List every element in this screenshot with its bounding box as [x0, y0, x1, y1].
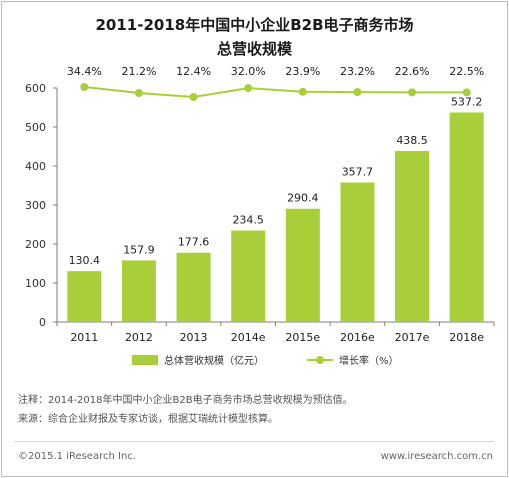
- y-tick-label: 0: [39, 316, 46, 329]
- growth-point: [353, 88, 362, 97]
- growth-value-label: 22.6%: [395, 65, 430, 78]
- bar-value-label: 177.6: [178, 236, 210, 249]
- growth-value-label: 34.4%: [67, 65, 102, 78]
- note-source: 来源：综合企业财报及专家访谈，根据艾瑞统计模型核算。: [18, 414, 278, 425]
- y-tick-label: 300: [25, 199, 46, 212]
- growth-point: [80, 83, 89, 91]
- x-tick-label: 2013: [180, 331, 208, 344]
- bar-value-label: 157.9: [123, 243, 155, 256]
- legend-bar-swatch: [132, 354, 158, 365]
- x-tick-label: 2018e: [449, 331, 484, 344]
- legend-label-revenue: 总体营收规模（亿元）: [164, 356, 264, 367]
- bar: [231, 230, 266, 322]
- note-estimate: 注释：2014-2018年中国中小企业B2B电子商务市场总营收规模为预估值。: [18, 395, 353, 406]
- chart-title: 2011-2018年中国中小企业B2B电子商务市场: [95, 16, 414, 34]
- legend-line-swatch: [307, 355, 333, 365]
- x-tick-label: 2015e: [285, 331, 320, 344]
- legend: 总体营收规模（亿元） 增长率（%）: [0, 352, 509, 370]
- bar-value-label: 290.4: [287, 192, 319, 205]
- x-tick-label: 2017e: [395, 331, 430, 344]
- growth-point: [408, 88, 417, 97]
- growth-value-label: 12.4%: [176, 65, 211, 78]
- bar: [395, 150, 430, 322]
- growth-value-label: 23.2%: [340, 65, 375, 78]
- bar: [340, 182, 375, 322]
- bar: [449, 112, 484, 322]
- bar-value-label: 537.2: [451, 95, 483, 108]
- bar-value-label: 130.4: [69, 254, 101, 267]
- bar: [285, 208, 320, 322]
- x-tick-label: 2016e: [340, 331, 375, 344]
- y-tick-label: 500: [25, 121, 46, 134]
- growth-value-label: 21.2%: [121, 65, 156, 78]
- growth-point: [462, 88, 471, 97]
- y-tick-label: 600: [25, 82, 46, 95]
- growth-value-label: 22.5%: [449, 65, 484, 78]
- footer-website: www.iresearch.com.cn: [380, 451, 493, 462]
- y-tick-label: 200: [25, 238, 46, 251]
- bar-value-label: 438.5: [396, 134, 428, 147]
- y-tick-label: 100: [25, 277, 46, 290]
- chart-subtitle: 总营收规模: [216, 40, 292, 58]
- footer-divider: [14, 441, 494, 442]
- growth-value-label: 32.0%: [231, 65, 266, 78]
- bar: [67, 271, 102, 322]
- legend-label-growth: 增长率（%）: [339, 356, 399, 367]
- growth-point: [134, 89, 143, 97]
- footer-copyright: ©2015.1 iResearch Inc.: [18, 451, 136, 462]
- bar-value-label: 234.5: [232, 214, 264, 227]
- growth-point: [244, 84, 253, 93]
- bar: [121, 260, 156, 322]
- x-tick-label: 2012: [125, 331, 153, 344]
- growth-point: [189, 93, 198, 101]
- bar-value-label: 357.7: [342, 165, 374, 178]
- y-tick-label: 400: [25, 160, 46, 173]
- growth-value-label: 23.9%: [285, 65, 320, 78]
- legend-item-revenue: 总体营收规模（亿元）: [132, 352, 264, 367]
- x-tick-label: 2014e: [231, 331, 266, 344]
- growth-point: [298, 87, 307, 96]
- growth-line: [84, 86, 467, 99]
- bar: [176, 252, 211, 322]
- legend-item-growth: 增长率（%）: [307, 352, 399, 367]
- x-tick-label: 2011: [70, 331, 98, 344]
